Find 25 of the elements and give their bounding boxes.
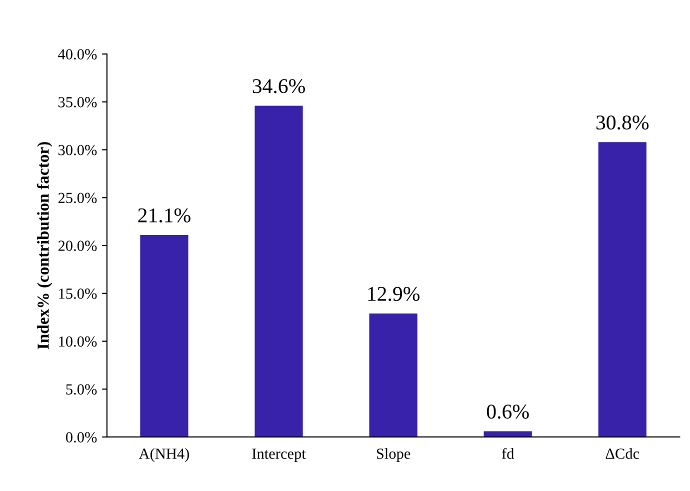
y-tick-label: 25.0% <box>58 192 97 204</box>
x-tick-label: ΔCdc <box>606 448 640 459</box>
bar <box>598 142 646 437</box>
bar <box>140 234 188 437</box>
y-tick-label: 35.0% <box>58 97 97 108</box>
x-tick-label: fd <box>502 448 514 459</box>
bar <box>484 431 532 437</box>
data-label: 0.6% <box>486 404 529 419</box>
bar <box>254 106 303 437</box>
y-tick-label: 10.0% <box>59 336 97 347</box>
data-label: 12.9% <box>368 286 420 302</box>
y-axis-title: Index% (contribution factor) <box>36 142 52 350</box>
y-tick-label: 20.0% <box>58 240 97 252</box>
data-label: 30.8% <box>596 115 649 130</box>
y-tick-label: 40.0% <box>58 49 97 60</box>
y-tick-label: 30.0% <box>58 144 97 156</box>
data-label: 21.1% <box>138 208 190 222</box>
x-tick-label: Intercept <box>252 448 306 462</box>
y-tick-label: 15.0% <box>59 288 97 299</box>
data-label: 34.6% <box>252 79 305 94</box>
y-tick-label: 0.0% <box>66 432 97 443</box>
y-tick-label: 5.0% <box>66 384 97 395</box>
bar <box>369 313 418 437</box>
x-tick-label: A(NH4) <box>138 448 190 462</box>
x-tick-label: Slope <box>376 448 410 462</box>
